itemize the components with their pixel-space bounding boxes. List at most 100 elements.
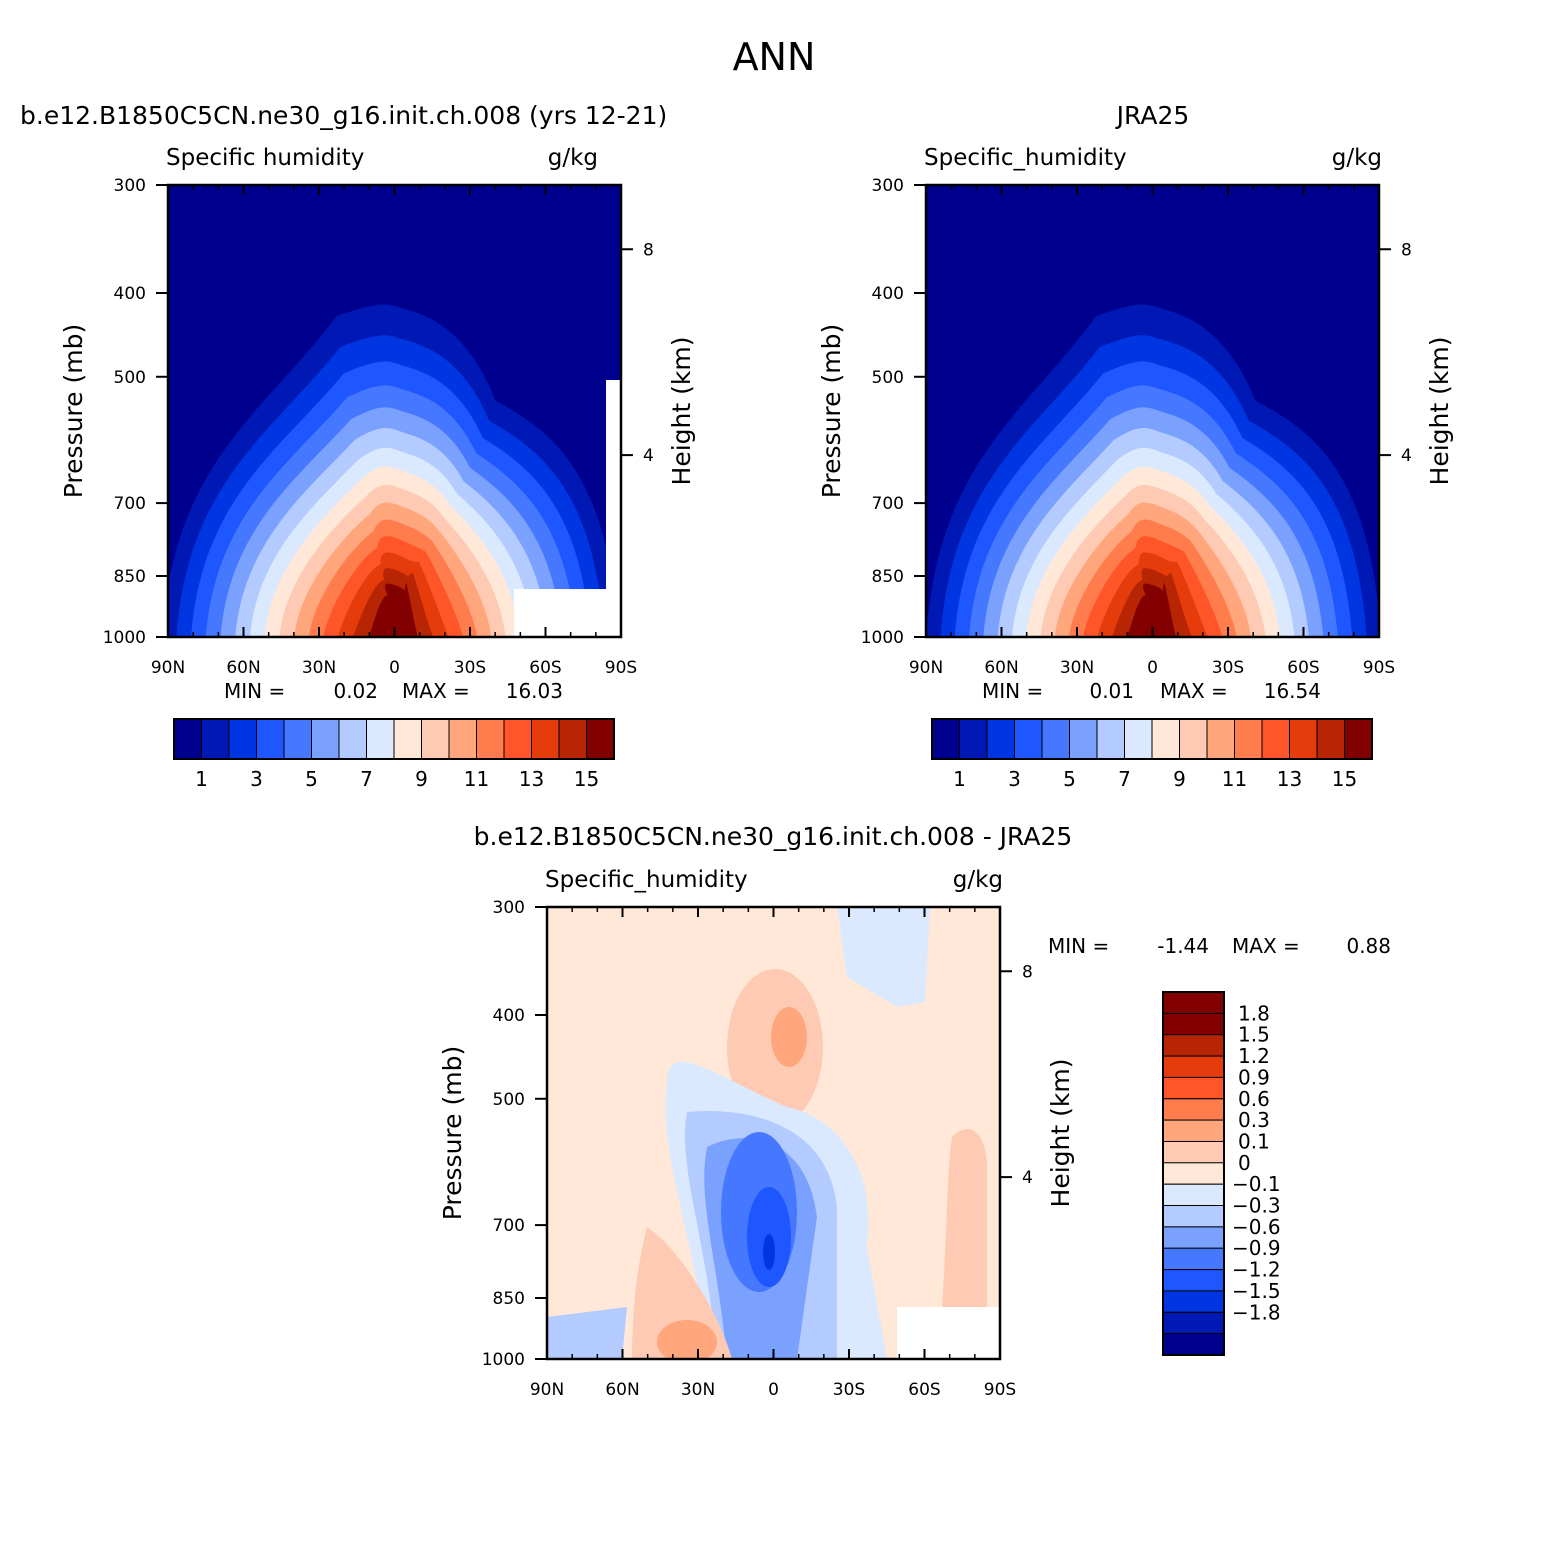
y2-tick-label: 4 [643, 446, 654, 466]
colorbar-swatch [1162, 991, 1225, 1014]
colorbar-swatch [1096, 718, 1125, 760]
colorbar-swatch [1162, 1226, 1225, 1249]
colorbar-swatch [228, 718, 257, 760]
obs-variable-label: Specific_humidity [924, 145, 1127, 171]
y-tick-label: 1000 [861, 628, 904, 648]
diff-ylabel: Pressure (mb) [438, 1046, 467, 1220]
diff-axes: 90N 60N 30N 0 30S 60S 90S 300 400 500 700 850 1000 8 4 [482, 898, 1033, 1400]
colorbar-swatch [1206, 718, 1235, 760]
x-tick-label: 0 [768, 1380, 779, 1400]
diff-panel-title: b.e12.B1850C5CN.ne30_g16.init.ch.008 - J… [474, 822, 1073, 851]
colorbar-swatch [338, 718, 367, 760]
obs-contours [926, 304, 1379, 637]
obs-max-value: 16.54 [1264, 679, 1321, 703]
obs-panel: Specific_humidity g/kg 90N 60N 30N 0 30S 60S 9… [817, 145, 1454, 791]
colorbar-frame [931, 718, 1373, 760]
colorbar-label: 9 [1173, 767, 1186, 791]
diff-variable-label: Specific_humidity [545, 867, 748, 893]
x-tick-label: 60S [908, 1380, 940, 1400]
colorbar-swatch [1162, 1183, 1225, 1207]
x-tick-label: 90N [909, 658, 943, 678]
colorbar-label: 5 [1063, 767, 1076, 791]
x-tick-label: 90S [1363, 658, 1395, 678]
colorbar-label: −1.8 [1232, 1300, 1281, 1324]
colorbar-swatch [1151, 718, 1180, 760]
colorbar-label: 3 [1008, 767, 1021, 791]
colorbar-swatch [1162, 1119, 1225, 1142]
obs-axes: 90N 60N 30N 0 30S 60S 90S 300 400 500 700 850 1000 8 4 [861, 176, 1412, 678]
x-tick-label: 90N [151, 658, 185, 678]
x-tick-label: 60S [529, 658, 561, 678]
colorbar-swatch [1162, 1012, 1225, 1036]
colorbar-label: 1.2 [1238, 1044, 1270, 1068]
diff-contours [547, 907, 1000, 1359]
colorbar-label: 5 [305, 767, 318, 791]
contour-region [657, 1320, 717, 1359]
y-tick-label: 500 [872, 368, 904, 388]
diff-units-label: g/kg [953, 867, 1003, 893]
y2-tick-label: 8 [643, 240, 654, 260]
model-max-value: 16.03 [506, 679, 563, 703]
colorbar-label: 0.3 [1238, 1108, 1270, 1132]
y2-tick-label: 8 [1401, 240, 1412, 260]
colorbar-swatch [1316, 718, 1345, 760]
x-tick-label: 0 [1147, 658, 1158, 678]
model-axes: 90N 60N 30N 0 30S 60S 90S 300 400 500 700 850 1000 8 4 [103, 176, 654, 678]
x-tick-label: 60N [984, 658, 1018, 678]
colorbar-label: 13 [1277, 767, 1302, 791]
x-tick-label: 60N [605, 1380, 639, 1400]
colorbar-swatch [931, 718, 960, 760]
colorbar-swatch [986, 718, 1015, 760]
diff-panel: Specific_humidity g/kg 90N 60N 30N 0 30S 60S 9… [438, 867, 1391, 1400]
colorbar-swatch [1124, 718, 1153, 760]
x-tick-label: 60S [1287, 658, 1319, 678]
y-tick-label: 400 [114, 284, 146, 304]
colorbar-swatch [283, 718, 312, 760]
surface-mask [606, 380, 621, 589]
model-min-label: MIN = [224, 679, 285, 703]
colorbar-swatch [959, 718, 988, 760]
x-tick-label: 90S [984, 1380, 1016, 1400]
diff-max-label: MAX = [1232, 934, 1300, 958]
colorbar-swatch [586, 718, 615, 760]
y-tick-label: 500 [114, 368, 146, 388]
x-tick-label: 0 [389, 658, 400, 678]
y-tick-label: 700 [493, 1216, 525, 1236]
diff-colorbar: 1.81.51.20.90.60.30.10−0.1−0.3−0.6−0.9−1… [1162, 991, 1281, 1356]
colorbar-swatch [1162, 1247, 1225, 1271]
y2-tick-label: 4 [1022, 1168, 1033, 1188]
colorbar-swatch [531, 718, 560, 760]
x-tick-label: 30N [681, 1380, 715, 1400]
colorbar-swatch [503, 718, 532, 760]
y-tick-label: 300 [114, 176, 146, 196]
obs-colorbar: 1 3 5 7 9 11 13 15 [931, 718, 1373, 791]
model-ylabel: Pressure (mb) [59, 324, 88, 498]
colorbar-swatch [1162, 1141, 1225, 1164]
colorbar-swatch [1162, 1205, 1225, 1228]
y-tick-label: 400 [872, 284, 904, 304]
colorbar-label: 15 [1332, 767, 1357, 791]
colorbar-label: 0.6 [1238, 1087, 1270, 1111]
obs-y2label: Height (km) [1425, 337, 1454, 486]
model-y2label: Height (km) [667, 337, 696, 486]
colorbar-swatch [1261, 718, 1290, 760]
y-tick-label: 850 [114, 567, 146, 587]
colorbar-label: 13 [519, 767, 544, 791]
colorbar-label: 7 [360, 767, 373, 791]
colorbar-label: −1.5 [1232, 1279, 1281, 1303]
y-tick-label: 500 [493, 1090, 525, 1110]
colorbar-label: 0.9 [1238, 1065, 1270, 1089]
colorbar-label: 7 [1118, 767, 1131, 791]
y-tick-label: 700 [872, 494, 904, 514]
colorbar-swatch [173, 718, 202, 760]
colorbar-frame [1162, 991, 1225, 1356]
x-tick-label: 30S [454, 658, 486, 678]
colorbar-swatch [1162, 1290, 1225, 1313]
obs-ylabel: Pressure (mb) [817, 324, 846, 498]
x-tick-label: 90S [605, 658, 637, 678]
colorbar-swatch [476, 718, 505, 760]
colorbar-swatch [1162, 1076, 1225, 1100]
y-tick-label: 1000 [482, 1350, 525, 1370]
colorbar-label: −1.2 [1232, 1258, 1281, 1282]
